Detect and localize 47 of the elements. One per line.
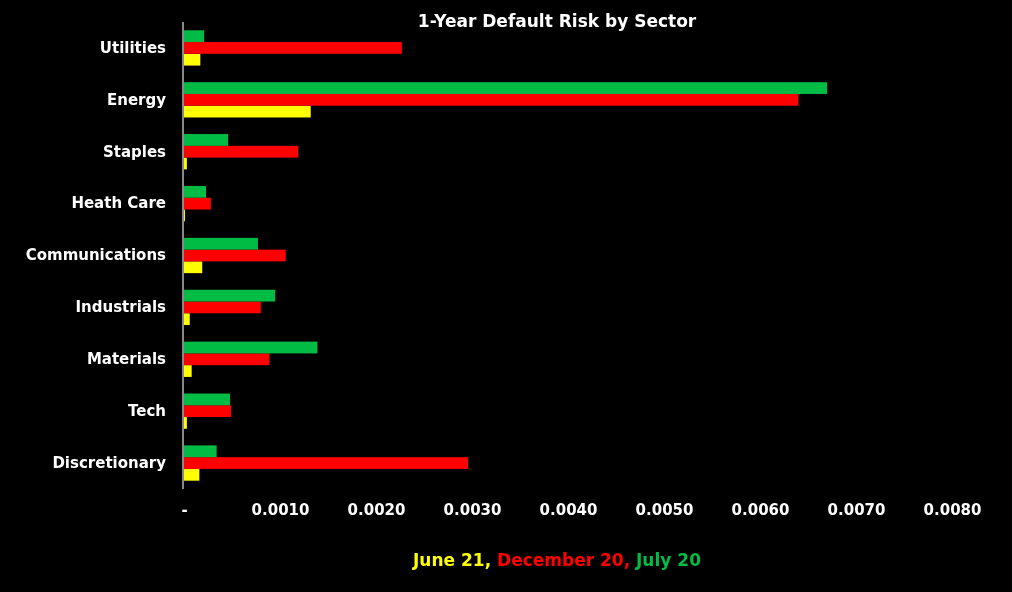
bar [184,289,276,302]
bar [184,82,828,94]
y-tick-label: Materials [86,350,167,369]
bar [184,313,190,326]
bar [184,145,299,158]
y-tick-label: Heath Care [71,194,166,213]
bar [184,197,211,210]
y-tick-label: Energy [106,90,167,109]
bar [184,261,203,274]
x-tick-label: 0.0030 [443,501,502,519]
bar [184,365,192,377]
bar [184,353,270,366]
x-tick-label: 0.0070 [827,501,886,519]
bar [184,185,207,198]
x-tick-label: 0.0020 [347,501,406,519]
bar [184,93,799,106]
chart-title: 1-Year Default Risk by Sector [417,11,697,31]
y-tick-label: Tech [128,401,166,420]
bar [184,53,201,66]
bar [184,237,258,250]
bar [184,249,286,262]
x-tick-label: 0.0080 [923,501,982,519]
text: June 21, [412,550,498,570]
bar [184,468,200,481]
y-tick-label: Discretionary [52,453,167,472]
x-tick-label: 0.0040 [539,501,598,519]
bar [184,457,469,469]
y-tick-label: Industrials [75,298,167,317]
bar [184,157,187,170]
y-tick-label: Communications [25,246,167,265]
bar [184,134,229,146]
bar [184,417,187,429]
bar [184,301,261,314]
bar [184,393,231,406]
bar [184,30,205,43]
x-tick-label: 0.0050 [635,501,694,519]
bar [184,341,318,354]
y-tick-label: Staples [102,142,167,161]
bar [184,405,232,418]
x-tick-label: - [181,501,188,519]
bar [184,105,311,118]
text: July 20 [635,550,702,570]
x-tick-label: 0.0060 [731,501,790,519]
y-tick-label: Utilities [99,38,167,57]
x-tick-label: 0.0010 [251,501,310,519]
bar [184,42,402,54]
bar [184,445,217,458]
